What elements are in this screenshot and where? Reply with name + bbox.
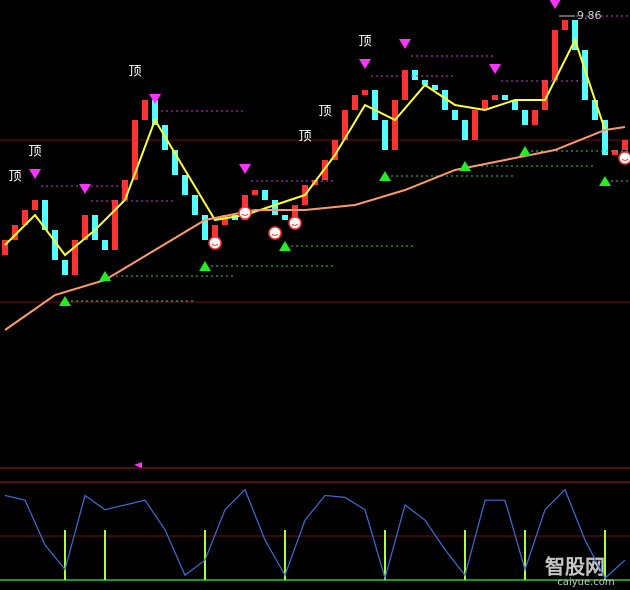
candle	[552, 30, 558, 80]
sell-signal	[29, 169, 41, 179]
buy-signal	[59, 296, 71, 306]
candle	[32, 200, 38, 210]
candle	[462, 120, 468, 140]
candle	[82, 215, 88, 240]
smile-face	[211, 243, 219, 246]
candle	[122, 180, 128, 200]
candle	[592, 100, 598, 120]
candle	[412, 70, 418, 80]
smile-face	[291, 223, 299, 226]
smile-signal	[618, 151, 630, 165]
candle	[22, 210, 28, 225]
candle	[102, 240, 108, 250]
buy-signal	[599, 176, 611, 186]
candle	[132, 120, 138, 180]
candle	[332, 140, 338, 160]
candle	[502, 95, 508, 100]
moving-average	[4, 37, 606, 257]
top-label: 顶	[358, 35, 371, 50]
candle	[12, 225, 18, 240]
candle	[62, 260, 68, 275]
buy-signal	[99, 271, 111, 281]
candle	[582, 50, 588, 100]
top-label: 顶	[28, 145, 41, 160]
candle	[262, 190, 268, 200]
candle	[222, 215, 228, 225]
buy-signal	[199, 261, 211, 271]
candle	[92, 215, 98, 240]
sell-signal	[79, 184, 91, 194]
top-label: 顶	[318, 105, 331, 120]
candle	[542, 80, 548, 110]
candle	[482, 100, 488, 110]
candle	[212, 225, 218, 240]
candle	[292, 205, 298, 220]
peak-label: 9.86	[577, 9, 602, 22]
top-label: 顶	[128, 65, 141, 80]
candle	[192, 195, 198, 215]
smile-face	[271, 233, 279, 236]
buy-signal	[519, 146, 531, 156]
watermark: 智股网	[545, 555, 605, 579]
candle	[42, 200, 48, 230]
candle	[2, 240, 8, 255]
smile-face	[621, 158, 629, 161]
sell-signal	[149, 94, 161, 104]
sell-signal	[549, 0, 561, 9]
buy-signal	[379, 171, 391, 181]
candle	[342, 110, 348, 140]
candle	[382, 120, 388, 150]
candle	[362, 90, 368, 95]
candle	[372, 90, 378, 120]
candle	[172, 150, 178, 175]
smile-signal	[208, 236, 222, 250]
candle	[392, 100, 398, 150]
candle	[182, 175, 188, 195]
sell-signal	[399, 39, 411, 49]
candle	[432, 85, 438, 90]
candle	[142, 100, 148, 120]
sell-signal	[239, 164, 251, 174]
top-label: 顶	[8, 170, 21, 185]
candle	[112, 200, 118, 250]
smile-signal	[288, 216, 302, 230]
candle	[512, 100, 518, 110]
candle	[152, 100, 158, 125]
candle	[402, 70, 408, 100]
sell-signal	[359, 59, 371, 69]
oscillator-line	[4, 488, 626, 581]
buy-signal	[459, 161, 471, 171]
smile-signal	[238, 206, 252, 220]
cursor-arrow	[134, 462, 142, 468]
moving-average	[4, 126, 626, 331]
candle	[352, 95, 358, 110]
candle	[612, 150, 618, 155]
candle	[252, 190, 258, 195]
candle	[492, 95, 498, 100]
smile-face	[241, 213, 249, 216]
candle	[622, 140, 628, 150]
candle	[572, 20, 578, 50]
candle	[272, 200, 278, 215]
candle	[562, 20, 568, 30]
candle	[452, 110, 458, 120]
candle	[282, 215, 288, 220]
sell-signal	[489, 64, 501, 74]
watermark-site: caiyue.com	[557, 577, 614, 588]
top-label: 顶	[298, 130, 311, 145]
candle	[532, 110, 538, 125]
candle	[442, 90, 448, 110]
candle	[422, 80, 428, 85]
candle	[72, 240, 78, 275]
candle	[52, 230, 58, 260]
candle	[522, 110, 528, 125]
candle	[202, 215, 208, 240]
buy-signal	[279, 241, 291, 251]
candle	[472, 110, 478, 140]
candle	[602, 120, 608, 155]
smile-signal	[268, 226, 282, 240]
